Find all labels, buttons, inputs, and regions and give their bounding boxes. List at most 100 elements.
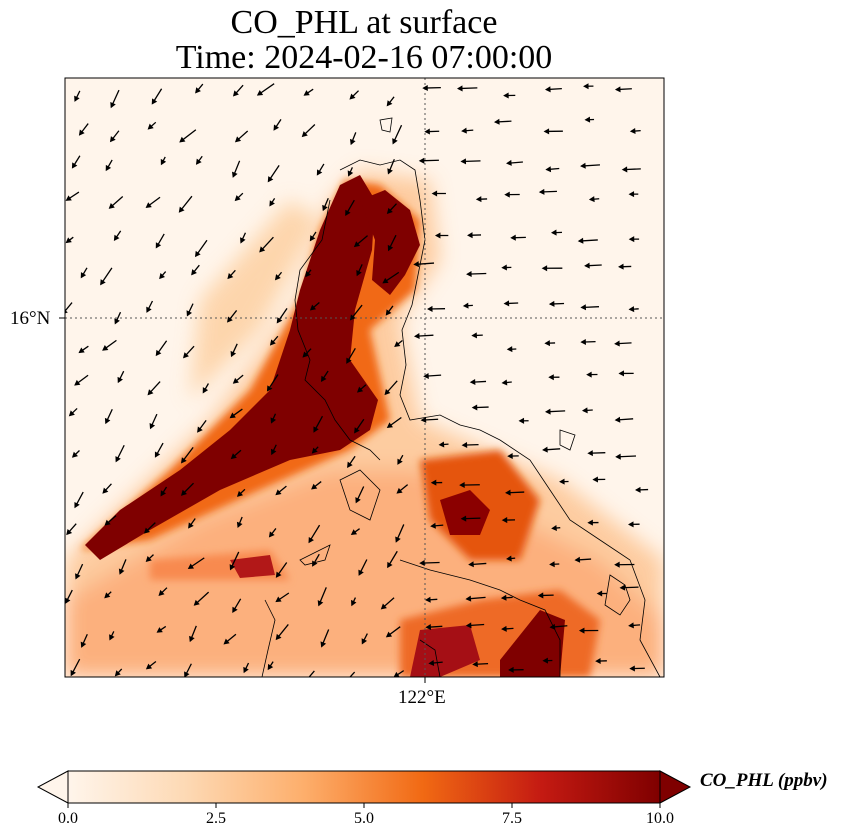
wind-arrow-head: [66, 528, 73, 536]
wind-arrow-head: [582, 407, 588, 414]
wind-arrow-head: [232, 377, 239, 384]
wind-arrow-head: [151, 98, 158, 105]
wind-arrow-head: [114, 318, 120, 325]
wind-arrow-head: [387, 168, 393, 175]
wind-arrow-head: [320, 375, 327, 383]
wind-arrow-head: [361, 638, 368, 645]
wind-arrow-head: [541, 265, 548, 272]
wind-arrow-head: [578, 627, 585, 634]
wind-arrow-head: [419, 559, 425, 566]
wind-arrow-head: [78, 129, 85, 136]
wind-arrow-head: [618, 370, 625, 377]
wind-arrow-head: [194, 250, 201, 258]
wind-arrow-head: [275, 571, 282, 578]
map-title-line-2: Time: 2024-02-16 07:00:00: [175, 39, 553, 76]
wind-arrow-head: [493, 118, 500, 125]
wind-arrow-head: [308, 536, 314, 544]
colorbar-tick: 7.5: [502, 810, 522, 827]
wind-arrow-head: [430, 479, 437, 486]
wind-arrow-head: [396, 487, 403, 494]
wind-arrow-head: [356, 269, 362, 277]
wind-arrow-head: [621, 166, 628, 173]
wind-arrow-head: [187, 563, 195, 570]
wind-arrow-head: [276, 317, 283, 324]
wind-arrow-head: [422, 84, 428, 91]
wind-arrow-head: [618, 263, 624, 270]
wind-arrow-head: [270, 417, 277, 424]
latitude-label: 16°N: [10, 308, 51, 329]
wind-arrow-head: [80, 641, 87, 648]
wind-arrow-head: [428, 659, 435, 666]
wind-arrow-head: [312, 560, 318, 567]
wind-arrow-head: [236, 490, 244, 497]
wind-arrow-head: [311, 447, 318, 454]
wind-arrow-head: [117, 376, 123, 384]
wind-arrow-head: [303, 90, 310, 96]
wind-arrow-head: [580, 338, 586, 345]
wind-arrow-head: [614, 416, 621, 423]
wind-arrow-head: [501, 379, 508, 386]
wind-arrow-head: [243, 666, 249, 674]
wind-arrow-head: [596, 590, 603, 597]
wind-arrow-head: [195, 158, 202, 165]
wind-arrow-head: [345, 209, 351, 217]
wind-arrow-head: [506, 159, 512, 166]
wind-arrow-head: [413, 332, 420, 340]
wind-arrow-head: [614, 561, 620, 568]
wind-arrow-head: [273, 124, 280, 131]
wind-arrow-head: [614, 340, 620, 347]
wind-arrow-head: [510, 234, 516, 241]
map-frame: [64, 77, 665, 678]
wind-arrow-head: [145, 556, 152, 563]
wind-arrow-head: [386, 100, 393, 107]
wind-arrow-head: [507, 453, 513, 460]
wind-arrow-head: [635, 486, 641, 493]
wind-arrow-head: [586, 371, 592, 378]
wind-arrow-head: [506, 555, 512, 562]
wind-arrow-head: [71, 162, 78, 169]
wind-arrow-head: [542, 657, 548, 664]
wind-arrow-head: [615, 453, 621, 460]
wind-arrow-head: [259, 246, 266, 253]
wind-arrow-head: [456, 85, 463, 92]
wind-arrow-head: [386, 207, 393, 214]
wind-arrow-head: [628, 191, 635, 198]
longitude-label: 122°E: [398, 687, 446, 708]
wind-arrow-head: [438, 441, 445, 448]
wind-arrow-head: [619, 584, 626, 591]
wind-arrow-head: [156, 627, 163, 633]
wind-arrow-head: [548, 300, 555, 307]
wind-arrow-head: [628, 236, 635, 243]
wind-arrow-head: [102, 345, 109, 351]
wind-arrow-head: [70, 669, 76, 677]
wind-arrow-head: [460, 158, 467, 165]
wind-arrow-head: [501, 264, 507, 271]
wind-arrow-head: [267, 663, 274, 671]
wind-arrow-head: [397, 458, 403, 465]
wind-arrow-head: [538, 188, 545, 195]
wind-arrow-head: [193, 599, 200, 606]
wind-arrow-head: [154, 451, 161, 458]
wind-arrow-head: [74, 501, 80, 509]
wind-arrow-head: [461, 441, 468, 449]
wind-arrow-head: [518, 417, 525, 424]
wind-arrow-head: [542, 446, 548, 453]
wind-arrow-head: [104, 417, 111, 425]
wind-arrow: [349, 671, 356, 677]
colorbar: [36, 770, 692, 808]
wind-arrow-head: [356, 386, 364, 393]
wind-arrow-head: [549, 623, 556, 630]
wind-arrow-head: [548, 374, 554, 381]
wind-arrow-head: [113, 234, 120, 241]
colorbar-tick: 0.0: [58, 810, 78, 827]
wind-arrow-head: [347, 170, 354, 177]
wind-arrow-head: [349, 93, 356, 100]
wind-arrow-head: [459, 482, 465, 489]
wind-arrow-head: [223, 638, 230, 645]
wind-arrow-head: [425, 596, 431, 603]
wind-arrow-head: [109, 634, 115, 641]
wind-arrow-head: [544, 340, 551, 347]
wind-arrow-head: [234, 136, 242, 143]
wind-arrow-head: [434, 232, 441, 239]
wind-arrow-head: [234, 195, 241, 202]
